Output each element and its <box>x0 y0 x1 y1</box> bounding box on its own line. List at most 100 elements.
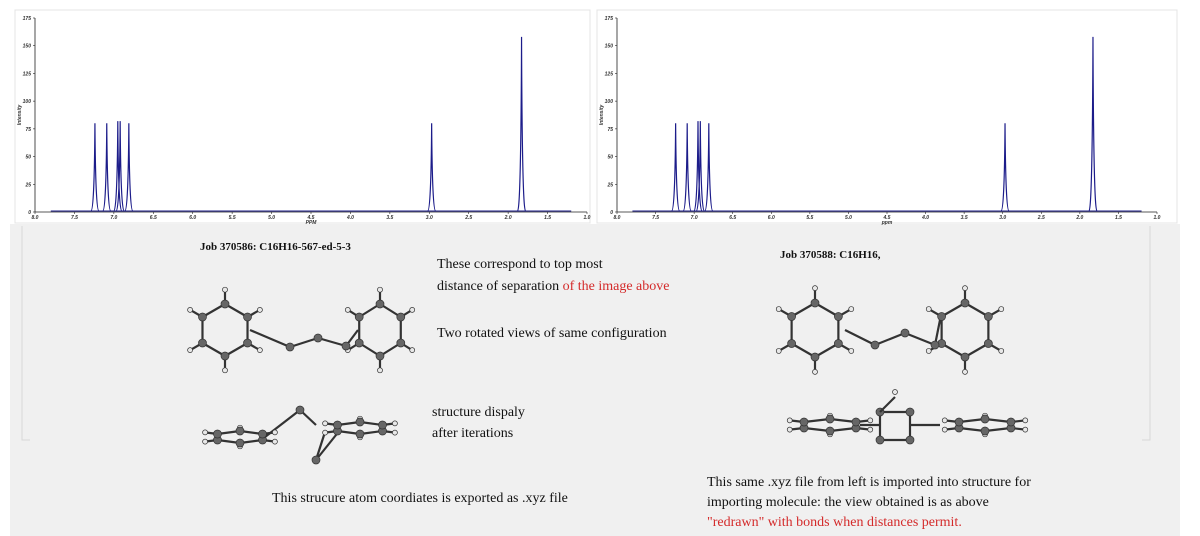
y-tick-label: 150 <box>605 44 614 50</box>
carbon <box>961 353 969 361</box>
hydrogen <box>849 307 854 312</box>
hydrogen <box>787 427 792 432</box>
job-label: Job 370588: C16H16, <box>780 249 881 261</box>
y-tick-label: 100 <box>605 99 614 105</box>
y-tick-label: 75 <box>607 127 613 133</box>
carbon <box>236 439 244 447</box>
hydrogen <box>378 287 383 292</box>
x-tick-label: 2.5 <box>1037 215 1045 221</box>
x-tick-label: 6.5 <box>150 215 157 221</box>
carbon <box>901 329 909 337</box>
carbon <box>397 339 405 347</box>
carbon <box>931 341 939 349</box>
y-axis-title: Intensity <box>599 105 605 126</box>
x-tick-label: 6.0 <box>768 215 775 221</box>
carbon <box>984 313 992 321</box>
annotation: These correspond to top most <box>437 257 603 272</box>
x-tick-label: 2.0 <box>1075 215 1083 221</box>
hydrogen <box>410 348 415 353</box>
hydrogen <box>203 430 208 435</box>
carbon <box>286 343 294 351</box>
x-tick-label: 6.5 <box>729 215 736 221</box>
annotation: Two rotated views of same configuration <box>437 326 667 341</box>
y-tick-label: 100 <box>23 99 32 105</box>
y-tick-label: 150 <box>23 44 32 50</box>
hydrogen <box>257 348 262 353</box>
y-tick-label: 175 <box>23 16 32 22</box>
hydrogen <box>849 348 854 353</box>
hydrogen <box>223 287 228 292</box>
carbon <box>397 313 405 321</box>
carbon <box>788 313 796 321</box>
y-tick-label: 125 <box>23 71 32 77</box>
carbon <box>236 427 244 435</box>
carbon <box>376 300 384 308</box>
hydrogen <box>926 307 931 312</box>
hydrogen <box>999 348 1004 353</box>
x-tick-label: 2.5 <box>464 215 472 221</box>
carbon <box>1007 418 1015 426</box>
page: Job 370586: C16H16-567-ed-5-3 Job 370588… <box>0 0 1200 536</box>
job-label: Job 370586: C16H16-567-ed-5-3 <box>200 241 351 253</box>
x-tick-label: 1.0 <box>1154 215 1161 221</box>
annotation: structure dispaly <box>432 405 525 420</box>
hydrogen <box>323 421 328 426</box>
hydrogen <box>868 418 873 423</box>
carbon <box>871 341 879 349</box>
carbon <box>312 456 320 464</box>
hydrogen <box>776 307 781 312</box>
hydrogen <box>323 430 328 435</box>
x-tick-label: 8.0 <box>32 215 39 221</box>
carbon <box>834 313 842 321</box>
carbon <box>826 427 834 435</box>
x-tick-label: 4.0 <box>921 215 929 221</box>
y-tick-label: 50 <box>607 155 613 161</box>
hydrogen <box>893 390 898 395</box>
x-axis-title: PPM <box>306 220 318 226</box>
annotation: This same .xyz file from left is importe… <box>707 475 1031 490</box>
carbon <box>244 313 252 321</box>
x-tick-label: 7.0 <box>691 215 698 221</box>
y-tick-label: 50 <box>25 155 31 161</box>
hydrogen <box>272 439 277 444</box>
x-tick-label: 5.5 <box>229 215 236 221</box>
annotation: importing molecule: the view obtained is… <box>707 495 989 510</box>
x-tick-label: 5.0 <box>268 215 275 221</box>
carbon <box>981 427 989 435</box>
x-tick-label: 8.0 <box>614 215 621 221</box>
x-tick-label: 7.0 <box>110 215 117 221</box>
carbon <box>811 299 819 307</box>
hydrogen <box>868 427 873 432</box>
hydrogen <box>257 307 262 312</box>
x-tick-label: 7.5 <box>652 215 659 221</box>
x-tick-label: 4.0 <box>346 215 354 221</box>
hydrogen <box>272 430 277 435</box>
annotation: distance of separation of the image abov… <box>437 279 669 294</box>
carbon <box>852 418 860 426</box>
carbon <box>961 299 969 307</box>
x-tick-label: 3.5 <box>386 215 393 221</box>
carbon <box>826 415 834 423</box>
hydrogen <box>787 418 792 423</box>
hydrogen <box>378 368 383 373</box>
annotation-part: distance of separation <box>437 279 559 294</box>
carbon <box>834 340 842 348</box>
x-tick-label: 3.5 <box>961 215 968 221</box>
x-tick-label: 5.5 <box>806 215 813 221</box>
chart-frame <box>597 10 1177 223</box>
x-tick-label: 1.5 <box>544 215 551 221</box>
y-tick-label: 25 <box>606 182 613 188</box>
carbon <box>342 342 350 350</box>
carbon <box>811 353 819 361</box>
annotation: "redrawn" with bonds when distances perm… <box>707 515 962 530</box>
carbon <box>788 340 796 348</box>
carbon <box>376 352 384 360</box>
carbon <box>198 313 206 321</box>
carbon <box>355 339 363 347</box>
annotation-part: of the image above <box>563 279 670 294</box>
carbon <box>800 418 808 426</box>
carbon <box>876 436 884 444</box>
hydrogen <box>963 369 968 374</box>
x-tick-label: 1.5 <box>1115 215 1122 221</box>
